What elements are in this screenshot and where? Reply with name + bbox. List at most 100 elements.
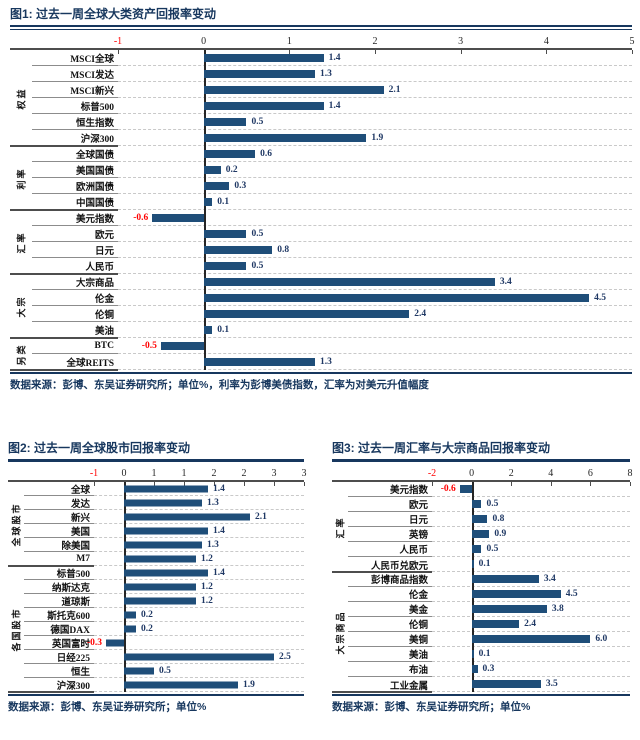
plot-row: 0.5 [432, 497, 630, 512]
plot-row: 0.5 [118, 114, 632, 130]
bar [203, 149, 256, 158]
group-label-block: 汇率 美元指数 欧元 日元 英镑 人民币 人民币兑欧元 [332, 482, 432, 573]
plot-row: 1.3 [94, 538, 304, 552]
axis-tick-mark [244, 482, 245, 486]
category-label: 大宗商品 [32, 274, 118, 290]
plot-row: 0.1 [118, 194, 632, 210]
group-gutter: 大宗 [10, 274, 32, 338]
group-separator-line [332, 571, 432, 573]
axis-tick-mark [304, 482, 305, 486]
category-label: MSCI发达 [32, 66, 118, 82]
bar [471, 560, 474, 568]
plot-row: 0.6 [118, 146, 632, 162]
group-separator-line [10, 369, 118, 371]
plot-row: 1.2 [94, 580, 304, 594]
axis-tick-label: 5 [629, 36, 635, 47]
value-label: 3.5 [545, 679, 558, 689]
group-gutter: 权益 [10, 50, 32, 146]
value-label: 0.5 [251, 228, 264, 239]
group-label-block: 另类 BTC 全球REITS [10, 338, 118, 371]
value-label: 3.8 [551, 604, 564, 614]
figure-3-bar-chart: -2 0 2 4 6 8 汇率 美元指数 欧元 日元 英镑 人民币 人民币兑欧元 -0.6 0.5 0.8 0.… [332, 467, 633, 693]
category-label: 人民币 [85, 263, 114, 273]
category-label: 欧元 [348, 497, 432, 512]
plot-area: 汇率 美元指数 欧元 日元 英镑 人民币 人民币兑欧元 -0.6 0.5 0.8 0.9 0.5 0.1… [332, 480, 631, 693]
figure-1-title: 图1: 过去一周全球大类资产回报率变动 [10, 7, 217, 21]
category-label: 道琼斯 [24, 594, 94, 608]
category-label: 美油 [94, 327, 114, 337]
bar [124, 485, 208, 492]
bar [471, 530, 490, 538]
bar [106, 639, 124, 646]
value-label: 0.2 [141, 609, 153, 620]
value-label: 2.5 [279, 651, 291, 662]
group-label-block: 大宗商品 彭博商品指数 伦金 美金 伦铜 美铜 美油 布油 工业金属 [332, 572, 432, 693]
plot-row: 0.2 [94, 608, 304, 622]
bar [471, 650, 474, 658]
category-label: 美铜 [348, 632, 432, 647]
plot-rows: 3.4 4.5 3.8 2.4 6.0 0.1 0.3 3.5 [432, 572, 630, 692]
axis-tick-label: -1 [113, 36, 123, 47]
axis-tick-label: 3 [271, 468, 277, 479]
value-label: 0.8 [492, 514, 505, 524]
plot-row: 2.1 [94, 510, 304, 524]
value-label: 1.3 [206, 539, 219, 550]
group-separator-line [332, 691, 432, 693]
axis-tick-label: 2 [241, 468, 247, 479]
category-label: 伦金 [32, 290, 118, 306]
bar [203, 261, 247, 270]
value-label: 0.2 [225, 164, 238, 175]
plot-row: 0.3 [432, 662, 630, 677]
bar [152, 213, 204, 222]
category-label: 除美国 [24, 538, 94, 552]
value-label: 2.4 [414, 308, 427, 319]
category-label: 美国国债 [32, 162, 118, 178]
plot-row: 2.5 [94, 650, 304, 664]
group-label: 大宗商品 [335, 609, 346, 655]
bar [124, 625, 136, 632]
group-gutter: 各国股市 [8, 566, 24, 692]
axis-tick-mark [630, 482, 631, 486]
bar [471, 620, 520, 628]
value-label: 0.8 [277, 244, 290, 255]
plot-rows: 3.4 4.5 2.4 0.1 [118, 274, 632, 338]
axis-tick-label: -2 [427, 468, 437, 479]
group-label-block: 各国股市 标普500 纳斯达克 道琼斯 斯托克600 德国DAX 英国富时 日经225 恒生 沪深… [8, 566, 94, 693]
bar [203, 133, 367, 142]
figure-2-title-rule [8, 459, 304, 462]
bar [203, 229, 247, 238]
axis-tick-label: 2 [508, 468, 514, 479]
axis-tick-mark [632, 50, 633, 54]
plot-row: -0.3 [87, 636, 304, 650]
bar [203, 357, 316, 366]
plot-row: 3.4 [432, 572, 630, 587]
group-label: 权益 [16, 86, 27, 110]
value-label: -0.3 [86, 637, 102, 648]
axis-tick-mark [375, 50, 376, 54]
bar [203, 69, 316, 78]
axis-tick-label: 1 [151, 468, 157, 479]
axis-tick-label: 2 [372, 36, 378, 47]
value-label: 1.3 [206, 497, 219, 508]
value-label: 1.2 [201, 595, 213, 606]
zero-axis-line [203, 50, 206, 370]
category-label: MSCI新兴 [32, 82, 118, 98]
bar [124, 667, 154, 674]
plot-row: 0.1 [118, 322, 632, 338]
category-label: 恒生指数 [32, 114, 118, 130]
category-labels: 全球 发达 新兴 美国 除美国 M7 [24, 482, 94, 566]
group-separator-line [8, 565, 94, 567]
plot-row: 1.4 [118, 50, 632, 66]
value-label: 1.9 [242, 679, 255, 690]
plot-row: 0.5 [432, 542, 630, 557]
category-label: M7 [76, 554, 90, 564]
value-label: 0.1 [478, 649, 491, 659]
category-label: 美国 [24, 524, 94, 538]
zero-axis-line [471, 482, 474, 692]
plot-row: 0.2 [118, 162, 632, 178]
figure-1-title-rule [10, 25, 632, 30]
value-label: 0.5 [486, 544, 499, 554]
figure-1-source-rule [10, 372, 632, 374]
plot-row: 0.8 [432, 512, 630, 527]
